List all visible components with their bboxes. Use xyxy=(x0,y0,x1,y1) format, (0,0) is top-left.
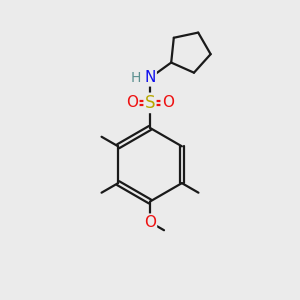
Text: O: O xyxy=(162,95,174,110)
Text: H: H xyxy=(131,71,141,85)
Text: O: O xyxy=(126,95,138,110)
Text: S: S xyxy=(145,94,155,112)
Text: O: O xyxy=(144,214,156,230)
Text: N: N xyxy=(144,70,156,86)
